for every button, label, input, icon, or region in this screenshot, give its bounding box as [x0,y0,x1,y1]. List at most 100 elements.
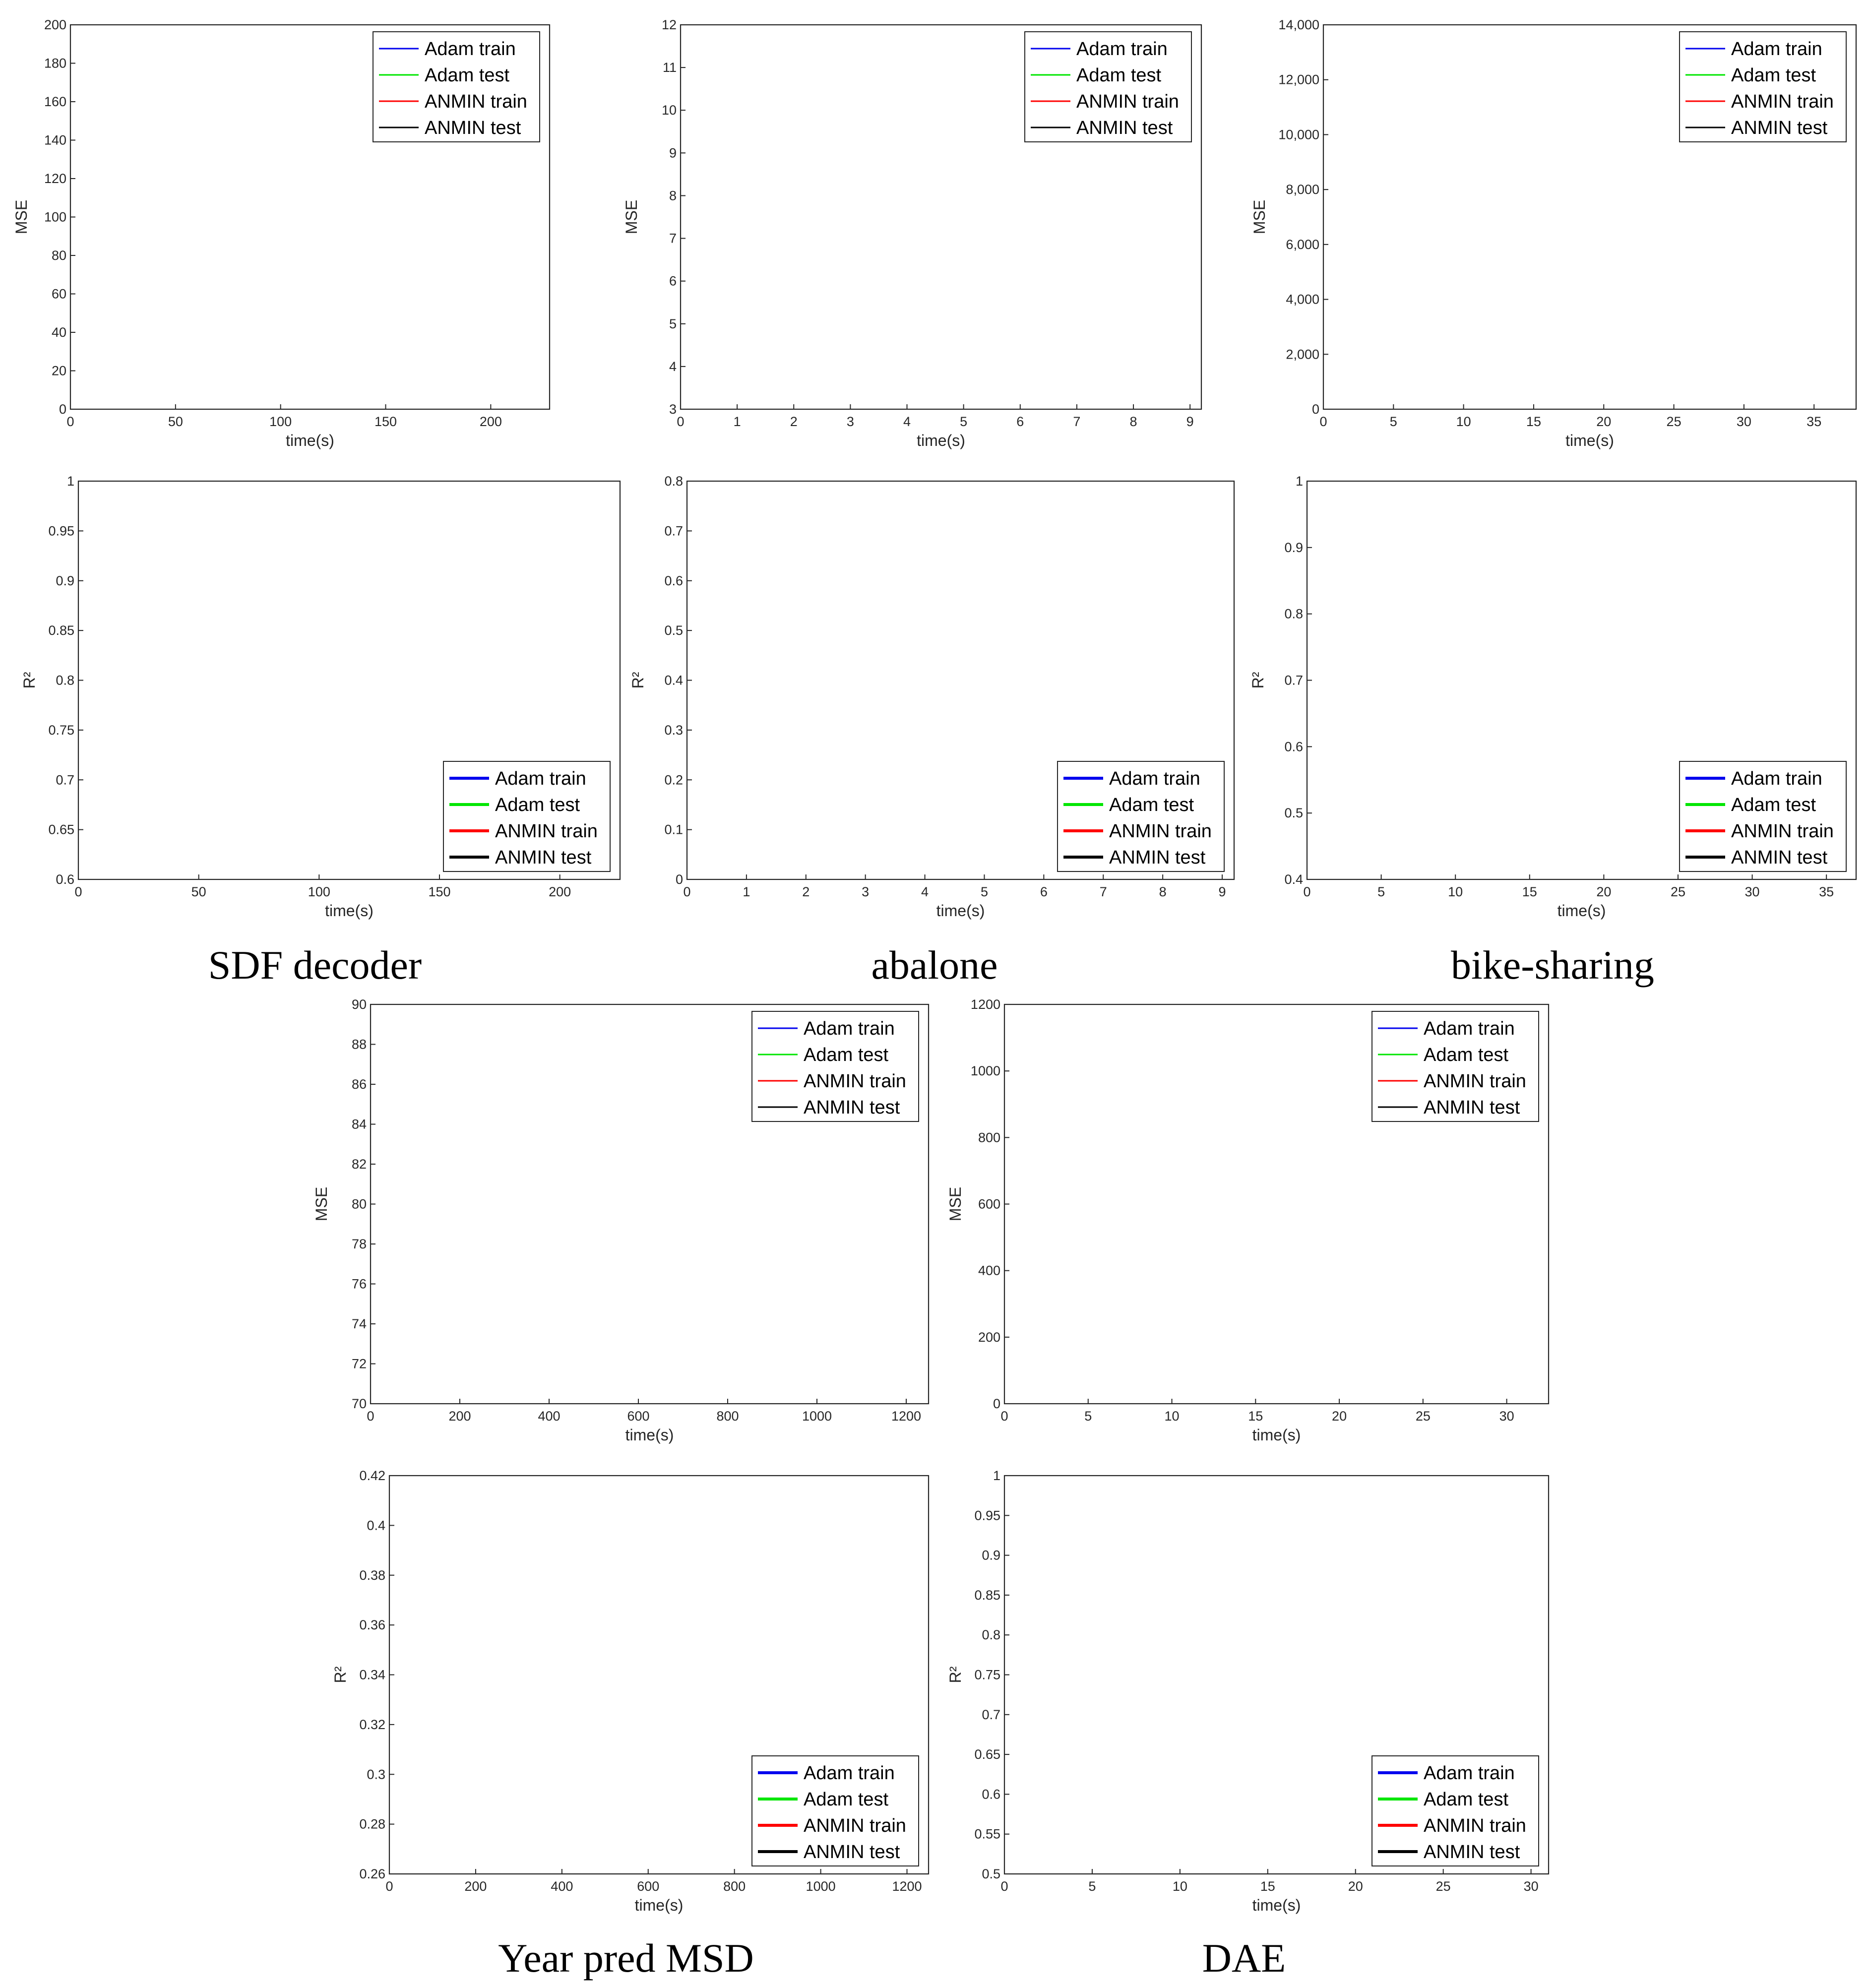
x-axis-label: time(s) [635,1896,684,1914]
x-axis-label: time(s) [286,432,334,449]
legend-label-anmin-train: ANMIN train [1731,821,1834,842]
x-tick-label: 30 [1737,414,1751,429]
x-tick-label: 200 [448,1409,471,1424]
caption-bike-sharing: bike-sharing [1451,942,1654,988]
y-tick-label: 0.65 [974,1747,1000,1762]
y-tick-label: 120 [44,171,66,186]
x-tick-label: 8 [1130,414,1137,429]
legend: Adam train Adam test ANMIN train ANMIN test [1057,761,1225,872]
legend-label-adam-test: Adam test [1731,65,1816,86]
x-tick-label: 0 [385,1879,393,1894]
legend-label-anmin-train: ANMIN train [1109,821,1212,842]
y-tick-label: 0 [59,402,66,417]
y-tick-label: 70 [352,1396,367,1411]
x-tick-label: 5 [960,414,967,429]
y-tick-label: 0.32 [359,1717,385,1732]
y-tick-label: 0.6 [1284,739,1303,754]
y-axis-label: MSE [12,200,30,234]
legend: Adam train Adam test ANMIN train ANMIN test [1371,1011,1539,1122]
legend-label-adam-test: Adam test [1731,795,1816,815]
y-axis-label: MSE [623,200,640,234]
y-axis-label: MSE [312,1187,330,1221]
x-tick-label: 0 [367,1409,374,1424]
chart-abalone-r2: 0 1 2 3 4 5 6 7 8 9 0 0.1 0.2 0.3 0.4 0.5 0.6 0.7 0.8 time(… [629,474,1235,920]
x-tick-label: 5 [1390,414,1397,429]
legend-label-anmin-test: ANMIN test [495,847,592,868]
y-tick-label: 76 [352,1277,367,1292]
x-tick-label: 30 [1745,884,1760,899]
x-tick-label: 4 [921,884,929,899]
y-tick-label: 1000 [971,1063,1000,1078]
y-tick-label: 8 [669,188,677,203]
x-tick-label: 0 [683,884,690,899]
chart-year-r2: 0 200 400 600 800 1000 1200 0.26 0.28 0.3 0.32 0.34… [331,1468,930,1914]
legend: Adam train Adam test ANMIN train ANMIN test [1679,31,1847,142]
y-tick-label: 0.42 [359,1468,385,1483]
y-tick-label: 0.5 [664,623,683,638]
x-tick-label: 20 [1332,1409,1347,1424]
y-tick-label: 8,000 [1286,182,1319,197]
legend-label-adam-train: Adam train [1076,39,1168,60]
legend-label-adam-train: Adam train [1109,768,1200,789]
y-tick-label: 400 [978,1263,1000,1278]
y-tick-label: 0.8 [56,673,74,688]
legend-label-adam-test: Adam test [1424,1045,1509,1065]
x-tick-label: 3 [847,414,854,429]
x-axis-label: time(s) [625,1426,674,1444]
y-tick-label: 1200 [971,997,1000,1012]
legend-label-anmin-train: ANMIN train [1424,1815,1526,1836]
y-tick-label: 7 [669,231,677,246]
y-axis-label: R² [946,1666,964,1683]
x-tick-label: 1000 [806,1879,836,1894]
y-tick-label: 86 [352,1077,367,1092]
legend-label-adam-train: Adam train [1424,1018,1515,1039]
y-tick-label: 0.7 [1284,673,1303,688]
legend-box [1371,1011,1539,1122]
y-tick-label: 0.8 [1284,607,1303,621]
legend-box [1679,31,1847,142]
x-tick-label: 35 [1819,884,1834,899]
y-tick-label: 60 [52,287,66,302]
legend: Adam train Adam test ANMIN train ANMIN test [1024,31,1192,142]
y-tick-label: 0.38 [359,1568,385,1583]
x-tick-label: 3 [862,884,869,899]
chart-dae-mse: 0 5 10 15 20 25 30 0 200 400 600 800 1000 1200 time(s)… [946,997,1550,1444]
x-tick-label: 10 [1165,1409,1180,1424]
y-tick-label: 90 [352,997,367,1012]
x-tick-label: 400 [538,1409,560,1424]
y-tick-label: 14,000 [1278,17,1319,32]
x-tick-label: 20 [1596,884,1611,899]
y-tick-label: 0.85 [48,623,74,638]
chart-sdf-r2: 0 50 100 150 200 0.6 0.65 0.7 0.75 0.8 0.85 0.9 0.95… [20,474,621,920]
x-tick-label: 2 [790,414,798,429]
y-tick-label: 0.9 [982,1548,1000,1563]
x-tick-label: 5 [1084,1409,1092,1424]
y-tick-label: 0.28 [359,1817,385,1832]
y-tick-label: 20 [52,364,66,378]
legend-label-adam-test: Adam test [495,795,580,815]
x-tick-label: 0 [1319,414,1327,429]
legend-box [751,1011,919,1122]
x-tick-label: 7 [1073,414,1080,429]
y-tick-label: 0.26 [359,1866,385,1881]
y-tick-label: 74 [352,1316,367,1331]
x-tick-label: 8 [1159,884,1167,899]
y-axis-label: R² [629,672,647,688]
legend-label-anmin-test: ANMIN test [425,118,521,138]
legend-label-adam-test: Adam test [804,1789,889,1810]
y-axis-label: R² [1249,672,1267,688]
x-tick-label: 15 [1260,1879,1275,1894]
legend-label-adam-test: Adam test [1424,1789,1509,1810]
x-tick-label: 100 [308,884,330,899]
legend-label-anmin-test: ANMIN test [804,1097,900,1118]
x-axis-label: time(s) [917,432,965,449]
chart-bike-mse: 0 5 10 15 20 25 30 35 0 2,000 4,000 6,000 8,000 10,00… [1250,17,1857,449]
x-tick-label: 1200 [892,1879,922,1894]
y-tick-label: 10,000 [1278,127,1319,142]
x-tick-label: 150 [428,884,450,899]
y-tick-label: 0.8 [982,1627,1000,1642]
y-tick-label: 11 [663,60,677,75]
y-tick-label: 0.36 [359,1617,385,1632]
y-tick-label: 6 [669,274,677,289]
